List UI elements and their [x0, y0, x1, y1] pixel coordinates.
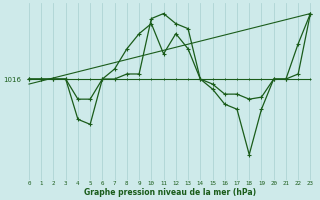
X-axis label: Graphe pression niveau de la mer (hPa): Graphe pression niveau de la mer (hPa) — [84, 188, 256, 197]
